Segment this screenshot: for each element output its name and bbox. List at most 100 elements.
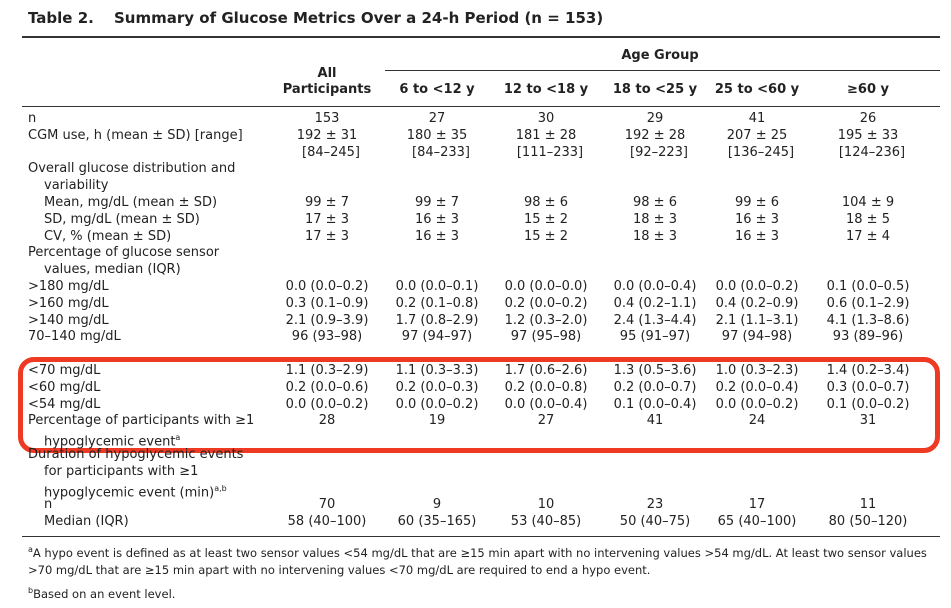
cell: [84–233] xyxy=(412,144,470,160)
cell: 18 ± 3 xyxy=(633,228,677,244)
row-label: <70 mg/dL xyxy=(28,363,101,378)
column-header: 25 to <60 y xyxy=(714,82,800,97)
cell: 1.3 (0.5–3.6) xyxy=(613,363,697,378)
cell: 98 ± 6 xyxy=(633,195,677,210)
cell: 0.0 (0.0–0.2) xyxy=(715,396,799,412)
cell: 0.2 (0.0–0.8) xyxy=(504,379,588,395)
cell: 207 ± 25 xyxy=(726,127,788,143)
column-header: All xyxy=(317,66,337,81)
cell: 16 ± 3 xyxy=(735,211,779,227)
group-header: Age Group xyxy=(621,48,699,63)
footnote-text: A hypo event is defined as at least two … xyxy=(28,545,927,577)
cell: 0.0 (0.0–0.2) xyxy=(395,396,479,412)
rule xyxy=(22,536,940,537)
rule xyxy=(385,70,940,71)
row-label: <54 mg/dL xyxy=(28,396,101,412)
row-label: Overall glucose distribution and xyxy=(28,161,236,177)
cell: 9 xyxy=(432,497,442,513)
cell: 1.1 (0.3–2.9) xyxy=(285,363,369,378)
cell: 80 (50–120) xyxy=(828,514,908,530)
row-label: hypoglycemic event (min)a,b xyxy=(44,483,227,500)
row-label: Percentage of glucose sensor xyxy=(28,245,220,261)
cell: 0.1 (0.0–0.5) xyxy=(826,279,910,294)
cell: [111–233] xyxy=(516,144,584,160)
cell: [136–245] xyxy=(727,144,795,160)
cell: 0.1 (0.0–0.4) xyxy=(613,396,697,412)
cell: 0.0 (0.0–0.2) xyxy=(285,396,369,412)
footnote-mark: a,b xyxy=(214,483,227,493)
cell: 17 ± 3 xyxy=(305,228,349,244)
table-number: Table 2. xyxy=(28,9,94,27)
cell: 180 ± 35 xyxy=(406,127,468,143)
row-label: values, median (IQR) xyxy=(44,262,181,278)
cell: 17 ± 4 xyxy=(846,228,890,244)
rule xyxy=(22,106,940,107)
row-label: CV, % (mean ± SD) xyxy=(44,228,172,244)
cell: 0.2 (0.0–0.2) xyxy=(504,295,588,311)
footnote-text: Based on an event level. xyxy=(33,586,176,601)
cell: 1.0 (0.3–2.3) xyxy=(715,363,799,378)
cell: 98 ± 6 xyxy=(524,195,568,210)
cell: 16 ± 3 xyxy=(735,228,779,244)
row-label: >180 mg/dL xyxy=(28,279,109,294)
cell: 99 ± 7 xyxy=(415,195,459,210)
cell: 0.2 (0.1–0.8) xyxy=(395,295,479,311)
cell: 2.1 (1.1–3.1) xyxy=(715,312,799,328)
cell: 0.0 (0.0–0.4) xyxy=(504,396,588,412)
cell: 17 xyxy=(748,497,766,513)
cell: 153 xyxy=(314,111,340,126)
cell: 104 ± 9 xyxy=(841,195,895,210)
cell: 192 ± 31 xyxy=(296,127,358,143)
footnote: aA hypo event is defined as at least two… xyxy=(28,541,928,579)
row-label: variability xyxy=(44,178,109,194)
row-label: hypoglycemic eventa xyxy=(44,433,181,450)
row-label: 70–140 mg/dL xyxy=(28,329,121,345)
footnote-mark: a xyxy=(175,433,181,443)
cell: 99 ± 6 xyxy=(735,195,779,210)
cell: 41 xyxy=(646,413,664,429)
cell: 10 xyxy=(537,497,555,513)
column-header: 6 to <12 y xyxy=(399,82,475,97)
cell: 27 xyxy=(537,413,555,429)
cell: 0.2 (0.0–0.4) xyxy=(715,379,799,395)
cell: 4.1 (1.3–8.6) xyxy=(826,312,910,328)
row-label: Duration of hypoglycemic events xyxy=(28,447,244,462)
cell: 0.0 (0.0–0.1) xyxy=(395,279,479,294)
cell: 0.2 (0.0–0.7) xyxy=(613,379,697,395)
cell: 192 ± 28 xyxy=(624,127,686,143)
cell: 0.0 (0.0–0.0) xyxy=(504,279,588,294)
cell: 50 (40–75) xyxy=(619,514,691,530)
highlight-box xyxy=(18,357,940,453)
cell: 97 (95–98) xyxy=(510,329,582,345)
row-label: >160 mg/dL xyxy=(28,295,109,311)
cell: 15 ± 2 xyxy=(524,211,568,227)
row-label: SD, mg/dL (mean ± SD) xyxy=(44,211,200,227)
cell: 1.2 (0.3–2.0) xyxy=(504,312,588,328)
cell: 97 (94–97) xyxy=(401,329,473,345)
cell: 1.7 (0.8–2.9) xyxy=(395,312,479,328)
row-label: <60 mg/dL xyxy=(28,379,101,395)
cell: 0.1 (0.0–0.2) xyxy=(826,396,910,412)
cell: 70 xyxy=(318,497,336,513)
cell: 16 ± 3 xyxy=(415,228,459,244)
cell: 41 xyxy=(748,111,766,126)
cell: [84–245] xyxy=(302,144,360,160)
cell: [92–223] xyxy=(630,144,688,160)
cell: 26 xyxy=(859,111,877,126)
cell: [124–236] xyxy=(838,144,906,160)
cell: 96 (93–98) xyxy=(291,329,363,345)
cell: 0.3 (0.1–0.9) xyxy=(285,295,369,311)
cell: 0.4 (0.2–1.1) xyxy=(613,295,697,311)
row-label: Mean, mg/dL (mean ± SD) xyxy=(44,195,218,210)
cell: 28 xyxy=(318,413,336,429)
cell: 95 (91–97) xyxy=(619,329,691,345)
row-label: Percentage of participants with ≥1 xyxy=(28,413,255,429)
row-label: n xyxy=(44,497,53,513)
cell: 27 xyxy=(428,111,446,126)
cell: 0.2 (0.0–0.3) xyxy=(395,379,479,395)
cell: 11 xyxy=(859,497,877,513)
cell: 0.2 (0.0–0.6) xyxy=(285,379,369,395)
column-header: ≥60 y xyxy=(847,82,889,97)
cell: 93 (89–96) xyxy=(832,329,904,345)
